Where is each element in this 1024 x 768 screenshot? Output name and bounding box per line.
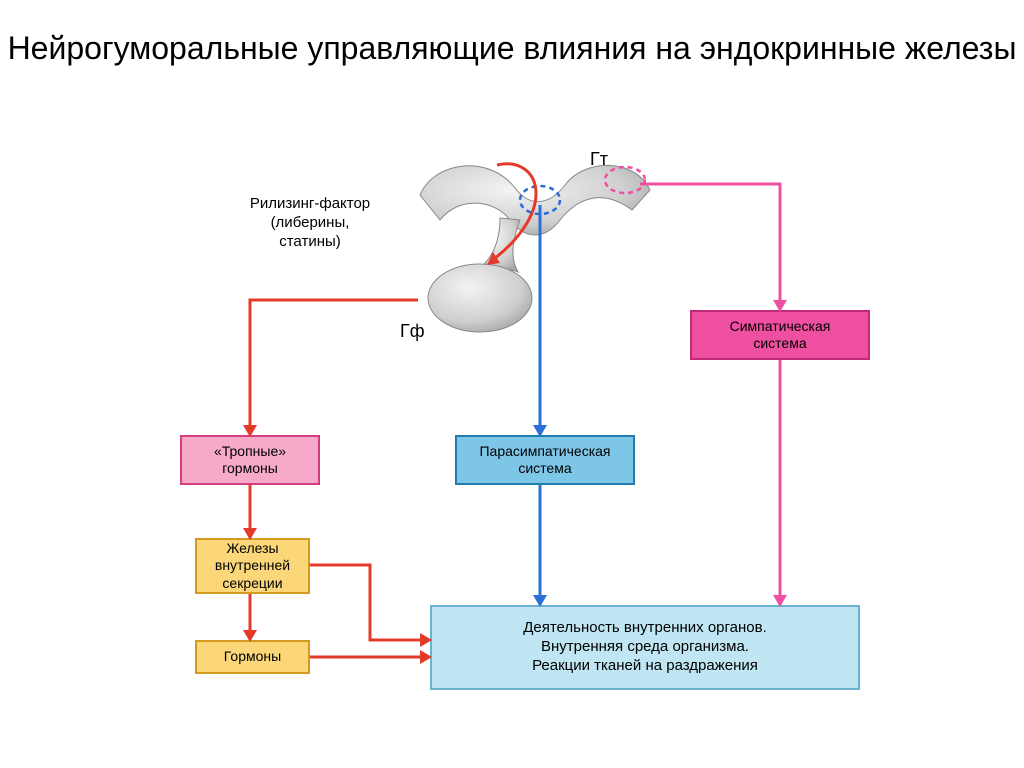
activity-box: Деятельность внутренних органов. Внутрен… — [430, 605, 860, 690]
hypo-to-tropic-left — [250, 300, 418, 435]
gf-label: Гф — [400, 320, 425, 343]
endocrine-glands-box: Железы внутренней секреции — [195, 538, 310, 594]
page-title: Нейрогуморальные управляющие влияния на … — [0, 28, 1024, 68]
glands-to-activity — [310, 565, 430, 640]
tropic-hormones-box: «Тропные» гормоны — [180, 435, 320, 485]
parasympathetic-box: Парасимпатическая система — [455, 435, 635, 485]
right-nucleus-to-symp — [640, 184, 780, 310]
diagram-canvas: Нейрогуморальные управляющие влияния на … — [0, 0, 1024, 768]
releasing-factor-label: Рилизинг-фактор (либерины, статины) — [230, 195, 390, 251]
hypothalamus-pituitary-illustration — [400, 150, 660, 340]
hormones-box: Гормоны — [195, 640, 310, 674]
gt-label: Гт — [590, 148, 608, 171]
sympathetic-box: Симпатическая система — [690, 310, 870, 360]
